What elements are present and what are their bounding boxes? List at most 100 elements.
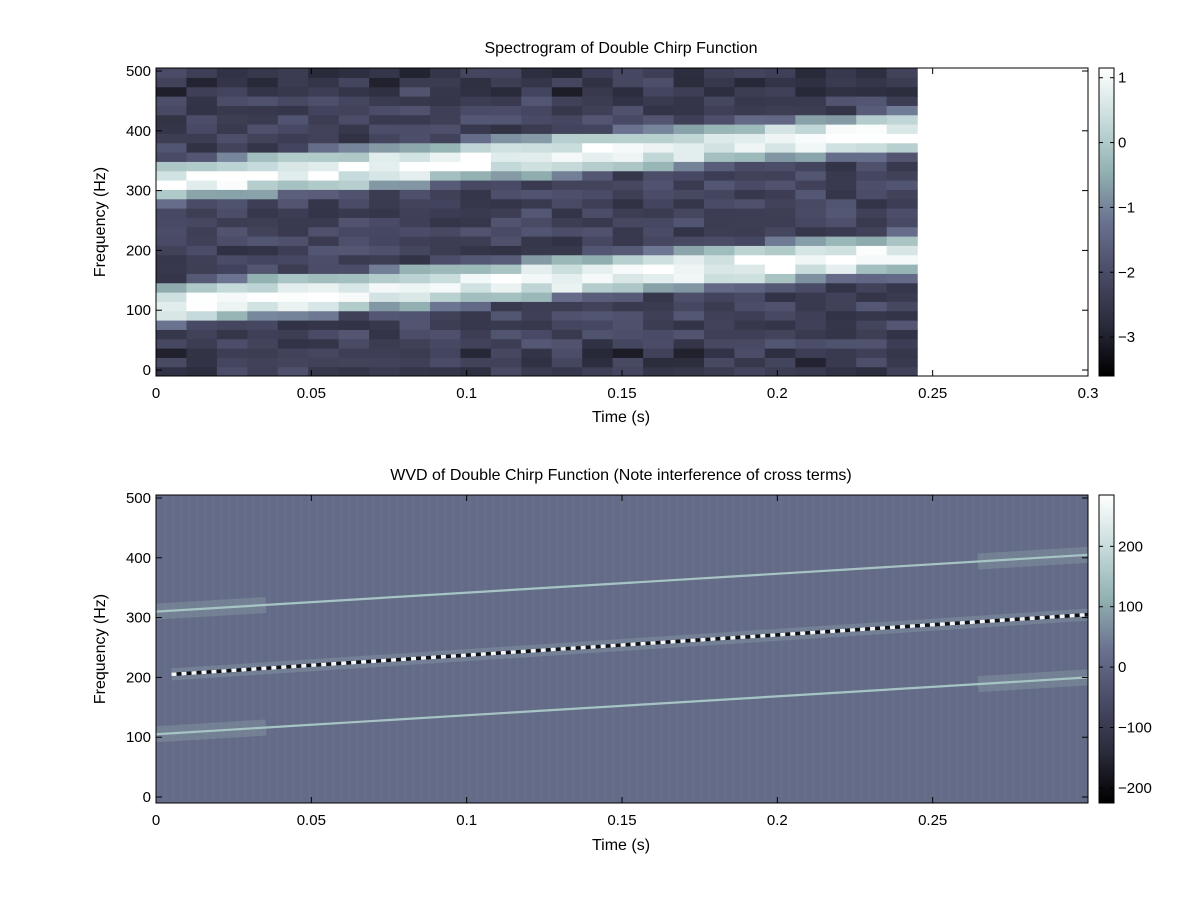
wvd-fringe bbox=[1036, 495, 1039, 803]
spectrogram-cell bbox=[795, 198, 827, 209]
spectrogram-cell bbox=[277, 226, 309, 237]
spectrogram-cell bbox=[764, 105, 796, 116]
spectrogram-cell bbox=[856, 366, 888, 376]
spectrogram-cell bbox=[338, 254, 370, 265]
spectrogram-cell bbox=[764, 264, 796, 274]
spectrogram-cell bbox=[551, 180, 583, 190]
spectrogram-cell bbox=[247, 105, 279, 116]
spectrogram-cell bbox=[369, 236, 401, 246]
spectrogram-cell bbox=[308, 226, 340, 237]
spectrogram-cell bbox=[399, 357, 431, 368]
wvd-fringe bbox=[428, 495, 431, 803]
spectrogram-cell bbox=[825, 264, 857, 274]
spectrogram-cell bbox=[734, 124, 766, 134]
spectrogram-cell bbox=[886, 96, 918, 106]
spectrogram-cell bbox=[551, 170, 583, 181]
spectrogram-cell bbox=[704, 170, 736, 181]
spectrogram-cell bbox=[886, 124, 918, 134]
spectrogram-cell bbox=[216, 142, 248, 153]
spectrogram-cell bbox=[186, 254, 218, 265]
spectrogram-cell bbox=[369, 273, 401, 284]
spectrogram-x-ticks: 0 0.05 0.1 0.15 0.2 0.25 0.3 bbox=[152, 68, 1098, 402]
wvd-fringe bbox=[764, 495, 767, 803]
spectrogram-cell bbox=[216, 77, 248, 88]
wvd-fringe bbox=[444, 495, 447, 803]
spectrogram-cell bbox=[673, 320, 705, 330]
spectrogram-cell bbox=[369, 301, 401, 312]
spectrogram-cell bbox=[643, 273, 675, 284]
spectrogram-cell bbox=[673, 189, 705, 200]
spectrogram-cell bbox=[612, 310, 644, 321]
spectrogram-cell bbox=[612, 329, 644, 340]
spectrogram-cell bbox=[704, 114, 736, 125]
spectrogram-cell bbox=[490, 96, 522, 106]
spectrogram-cell bbox=[216, 96, 248, 106]
wvd-fringe bbox=[332, 495, 335, 803]
wvd-fringe bbox=[1060, 495, 1063, 803]
spectrogram-cell bbox=[186, 310, 218, 321]
spectrogram-cell bbox=[643, 310, 675, 321]
spectrogram-cell bbox=[673, 77, 705, 88]
wvd-fringe bbox=[924, 495, 927, 803]
spectrogram-cell bbox=[795, 105, 827, 116]
spectrogram-cell bbox=[704, 68, 736, 78]
spectrogram-cell bbox=[551, 217, 583, 228]
spectrogram-cell bbox=[643, 348, 675, 358]
spectrogram-cell bbox=[734, 320, 766, 330]
spectrogram-cell bbox=[643, 170, 675, 181]
spectrogram-cell bbox=[886, 338, 918, 349]
wvd-auto-term-line bbox=[156, 676, 1088, 736]
spectrogram-cell bbox=[734, 152, 766, 162]
spectrogram-cell bbox=[247, 152, 279, 162]
spectrogram-cell bbox=[673, 366, 705, 376]
colorbar-tick-label: −100 bbox=[1118, 720, 1152, 737]
spectrogram-cell bbox=[338, 189, 370, 200]
spectrogram-cell bbox=[338, 124, 370, 134]
spectrogram-cell bbox=[460, 338, 492, 349]
spectrogram-cell bbox=[764, 86, 796, 97]
spectrogram-cell bbox=[673, 161, 705, 172]
spectrogram-cell bbox=[216, 357, 248, 368]
colorbar-tick-label: 100 bbox=[1118, 599, 1143, 616]
spectrogram-cell bbox=[582, 226, 614, 237]
spectrogram-cell bbox=[795, 170, 827, 181]
spectrogram-cell bbox=[338, 301, 370, 312]
spectrogram-cell bbox=[338, 152, 370, 162]
wvd-fringe bbox=[908, 495, 911, 803]
spectrogram-cell bbox=[156, 77, 188, 88]
spectrogram-cell bbox=[399, 366, 431, 376]
spectrogram-cell bbox=[704, 77, 736, 88]
spectrogram-cell bbox=[186, 236, 218, 246]
spectrogram-cell bbox=[460, 68, 492, 78]
x-tick-label: 0.15 bbox=[607, 385, 636, 402]
spectrogram-cell bbox=[734, 366, 766, 376]
spectrogram-cell bbox=[704, 152, 736, 162]
spectrogram-cell bbox=[490, 292, 522, 302]
spectrogram-cell bbox=[399, 273, 431, 284]
spectrogram-cell bbox=[612, 264, 644, 274]
spectrogram-cell bbox=[369, 77, 401, 88]
spectrogram-cell bbox=[399, 254, 431, 265]
wvd-fringe bbox=[1012, 495, 1015, 803]
spectrogram-cell bbox=[216, 264, 248, 274]
spectrogram-cell bbox=[430, 189, 462, 200]
spectrogram-cell bbox=[643, 124, 675, 134]
spectrogram-cell bbox=[490, 236, 522, 246]
spectrogram-cell bbox=[764, 198, 796, 209]
spectrogram-cell bbox=[216, 348, 248, 358]
spectrogram-cell bbox=[551, 236, 583, 246]
spectrogram-cell bbox=[216, 189, 248, 200]
spectrogram-cell bbox=[430, 68, 462, 78]
spectrogram-cell bbox=[612, 357, 644, 368]
spectrogram-cell bbox=[460, 264, 492, 274]
spectrogram-cell bbox=[490, 189, 522, 200]
spectrogram-cell bbox=[551, 310, 583, 321]
spectrogram-cell bbox=[612, 68, 644, 78]
spectrogram-cell bbox=[247, 301, 279, 312]
spectrogram-cell bbox=[369, 226, 401, 237]
spectrogram-cell bbox=[551, 152, 583, 162]
spectrogram-cell bbox=[643, 320, 675, 330]
spectrogram-cells bbox=[156, 68, 918, 376]
spectrogram-cell bbox=[186, 226, 218, 237]
wvd-fringe bbox=[316, 495, 319, 803]
